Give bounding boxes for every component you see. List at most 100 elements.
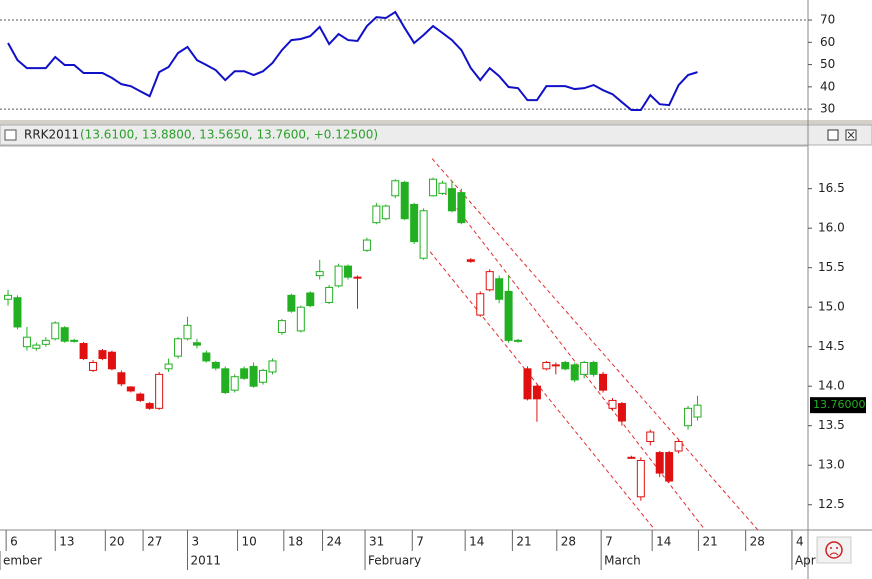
candle-body <box>192 342 201 346</box>
candle-body <box>391 180 400 197</box>
candle-body <box>362 239 371 251</box>
candle-body <box>277 320 286 333</box>
candle-body <box>4 294 13 300</box>
candle-body <box>145 403 154 409</box>
candle-body <box>296 306 305 332</box>
candle-body <box>306 292 315 307</box>
candle-body <box>70 339 79 342</box>
candle-body <box>381 205 390 220</box>
y-tick-label: 14.5 <box>818 339 845 353</box>
candle-body <box>13 297 22 328</box>
x-tick-label: 10 <box>242 535 257 549</box>
candle-body <box>570 364 579 381</box>
x-tick-label: 14 <box>656 535 671 549</box>
candle-body <box>580 361 589 375</box>
panel-splitter[interactable] <box>0 120 872 125</box>
candle-body <box>495 278 504 300</box>
candle-body <box>22 336 31 348</box>
candle-body <box>617 403 626 422</box>
channel-line <box>429 251 656 530</box>
status-icon[interactable] <box>816 536 852 564</box>
oscillator-panel <box>0 10 808 111</box>
candle-body <box>504 290 513 341</box>
candle-body <box>155 373 164 409</box>
y-tick-label: 14.0 <box>818 379 845 393</box>
y-tick-label: 16.0 <box>818 221 845 235</box>
candle-body <box>410 203 419 243</box>
candle-body <box>457 192 466 224</box>
candle-body <box>589 361 598 375</box>
x-tick-label: 27 <box>147 535 162 549</box>
x-tick-label: 24 <box>327 535 342 549</box>
candle-body <box>523 368 532 400</box>
candle-body <box>60 327 69 342</box>
x-tick-label: 31 <box>369 535 384 549</box>
candle-body <box>240 368 249 379</box>
candle-body <box>126 386 135 392</box>
candle-body <box>230 376 239 391</box>
candle-body <box>608 399 617 409</box>
candle-body <box>249 365 258 387</box>
candle-body <box>627 456 636 459</box>
candle-body <box>400 181 409 220</box>
month-label: March <box>604 554 641 568</box>
month-label: ember <box>3 554 42 568</box>
candle-body <box>532 385 541 400</box>
candle-body <box>636 459 645 498</box>
candle-body <box>684 407 693 427</box>
x-tick-label: 28 <box>561 535 576 549</box>
candle-body <box>599 373 608 391</box>
y-tick-label: 13.0 <box>818 458 845 472</box>
candle-body <box>372 205 381 224</box>
panel-title: RRK2011 <box>24 128 79 142</box>
candle-body <box>136 393 145 401</box>
candle-body <box>674 441 683 452</box>
candle-body <box>344 265 353 278</box>
candle-body <box>447 188 456 212</box>
y-tick-label: 50 <box>820 57 835 71</box>
y-tick-label: 30 <box>820 102 835 116</box>
candle-body <box>51 322 60 340</box>
y-tick-label: 15.5 <box>818 260 845 274</box>
candle-body <box>438 182 447 194</box>
month-label: 2011 <box>190 554 221 568</box>
candle-body <box>551 364 560 367</box>
candle-body <box>334 265 343 287</box>
candle-body <box>476 293 485 316</box>
candle-body <box>89 361 98 371</box>
x-tick-label: 13 <box>59 535 74 549</box>
y-tick-label: 40 <box>820 79 835 93</box>
close-button[interactable] <box>845 129 857 141</box>
panel-icon <box>4 129 17 141</box>
y-tick-label: 60 <box>820 35 835 49</box>
x-tick-label: 6 <box>10 535 18 549</box>
candle-body <box>174 338 183 357</box>
candle-body <box>202 352 211 362</box>
candle-body <box>665 452 674 482</box>
candle-body <box>485 271 494 291</box>
y-tick-label: 70 <box>820 13 835 27</box>
y-tick-label: 15.0 <box>818 300 845 314</box>
x-tick-label: 21 <box>702 535 717 549</box>
oscillator-line <box>7 10 698 111</box>
maximize-button[interactable] <box>827 129 839 141</box>
x-tick-label: 20 <box>109 535 124 549</box>
y-tick-label: 13.5 <box>818 418 845 432</box>
candle-body <box>655 452 664 474</box>
x-tick-label: 4 <box>796 535 804 549</box>
candle-body <box>183 324 192 340</box>
y-tick-label: 12.5 <box>818 497 845 511</box>
x-tick-label: 7 <box>416 535 424 549</box>
candle-body <box>315 271 324 277</box>
month-label: February <box>368 554 421 568</box>
candle-body <box>514 339 523 342</box>
x-tick-label: 7 <box>605 535 613 549</box>
last-price-box <box>810 397 866 414</box>
x-tick-label: 3 <box>191 535 199 549</box>
candle-body <box>268 360 277 373</box>
y-tick-label: 16.5 <box>818 181 845 195</box>
candle-body <box>259 369 268 383</box>
candle-body <box>79 343 88 360</box>
